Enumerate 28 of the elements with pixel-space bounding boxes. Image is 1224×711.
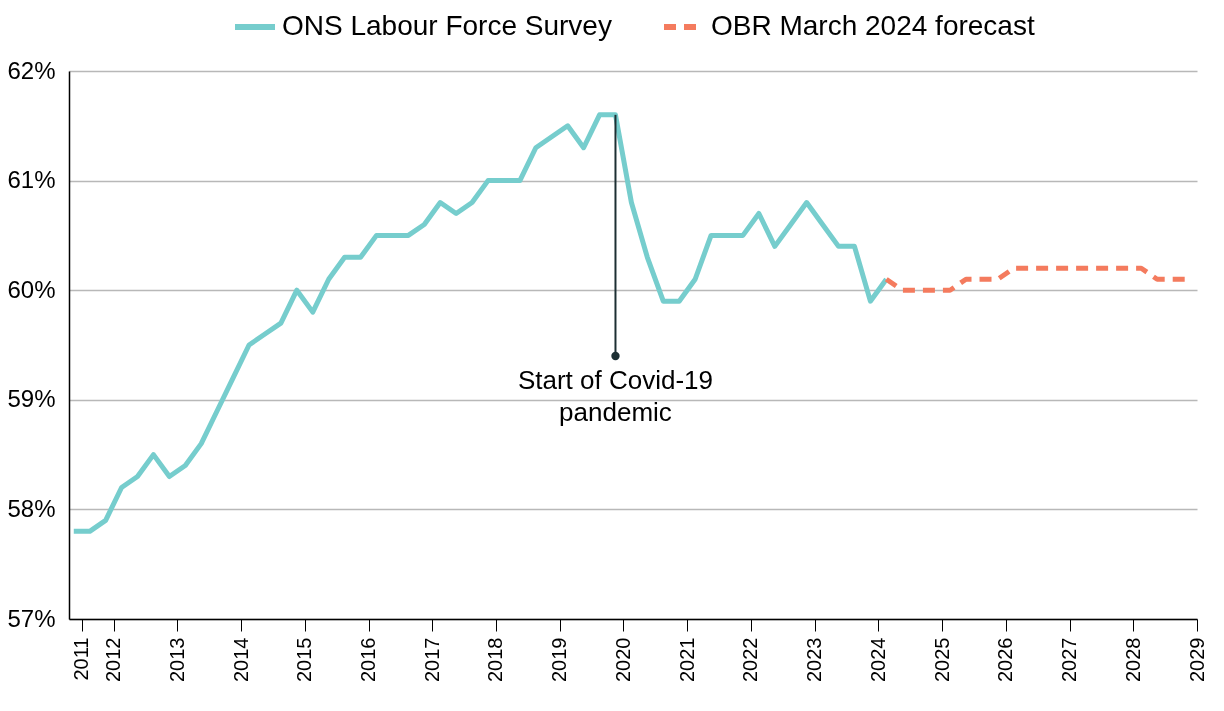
x-tick-label: 2012 bbox=[102, 637, 125, 682]
x-tick-label: 2014 bbox=[229, 637, 252, 682]
x-tick-label: 2013 bbox=[165, 637, 188, 682]
annotation: Start of Covid-19 pandemic bbox=[517, 364, 714, 427]
x-tick-label: 2017 bbox=[420, 637, 443, 682]
y-tick-label: 60% bbox=[7, 275, 56, 303]
x-tick-label: 2019 bbox=[548, 637, 571, 682]
y-tick-label: 58% bbox=[7, 494, 56, 522]
x-tick-label: 2025 bbox=[930, 637, 953, 682]
x-tick-label: 2018 bbox=[484, 637, 507, 682]
x-tick-label: 2016 bbox=[357, 637, 380, 682]
x-tick-label: 2029 bbox=[1185, 637, 1208, 682]
y-tick-label: 62% bbox=[7, 56, 56, 84]
x-tick-label: 2027 bbox=[1058, 637, 1081, 682]
x-tick-label: 2015 bbox=[293, 637, 316, 682]
x-tick-label: 2011 bbox=[70, 637, 93, 681]
x-tick-label: 2024 bbox=[866, 637, 889, 682]
legend-label: OBR March 2024 forecast bbox=[711, 10, 1035, 41]
x-tick-label: 2020 bbox=[611, 637, 634, 682]
x-tick-label: 2026 bbox=[994, 637, 1017, 682]
x-tick-label: 2023 bbox=[803, 637, 826, 682]
x-tick-label: 2022 bbox=[739, 637, 762, 682]
y-tick-label: 61% bbox=[7, 166, 56, 194]
legend-label: ONS Labour Force Survey bbox=[282, 10, 612, 41]
y-tick-label: 59% bbox=[7, 385, 56, 413]
x-tick-label: 2021 bbox=[675, 637, 698, 682]
x-tick-label: 2028 bbox=[1121, 637, 1144, 682]
y-tick-label: 57% bbox=[7, 604, 56, 632]
